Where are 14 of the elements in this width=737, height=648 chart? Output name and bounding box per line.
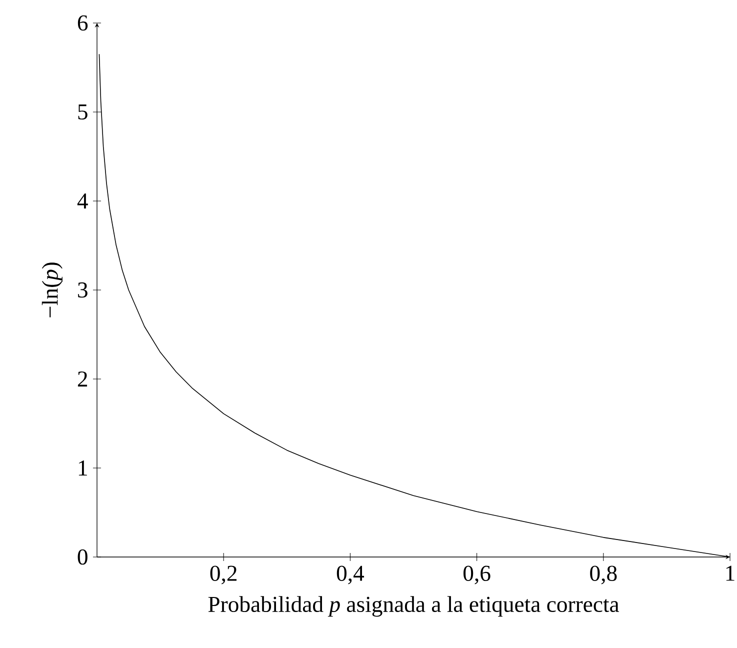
y-axis-title: −ln(p) xyxy=(42,262,62,318)
x-tick-label: 0,6 xyxy=(464,566,490,584)
y-tick-label: 1 xyxy=(78,460,87,476)
y-tick-label: 0 xyxy=(78,549,88,565)
y-tick-label: 3 xyxy=(78,282,88,298)
x-tick-label: 0,4 xyxy=(336,566,364,584)
y-tick-label: 6 xyxy=(78,15,88,31)
y-tick-label: 5 xyxy=(78,104,88,120)
y-tick-label: 4 xyxy=(77,194,88,208)
y-tick-label: 2 xyxy=(78,371,88,386)
x-axis-title: Probabilidad p asignada a la etiqueta correcta xyxy=(208,596,620,617)
x-tick-label: 1 xyxy=(726,566,734,581)
x-tick-label: 0,2 xyxy=(210,566,237,584)
x-tick-label: 0,8 xyxy=(590,566,617,584)
